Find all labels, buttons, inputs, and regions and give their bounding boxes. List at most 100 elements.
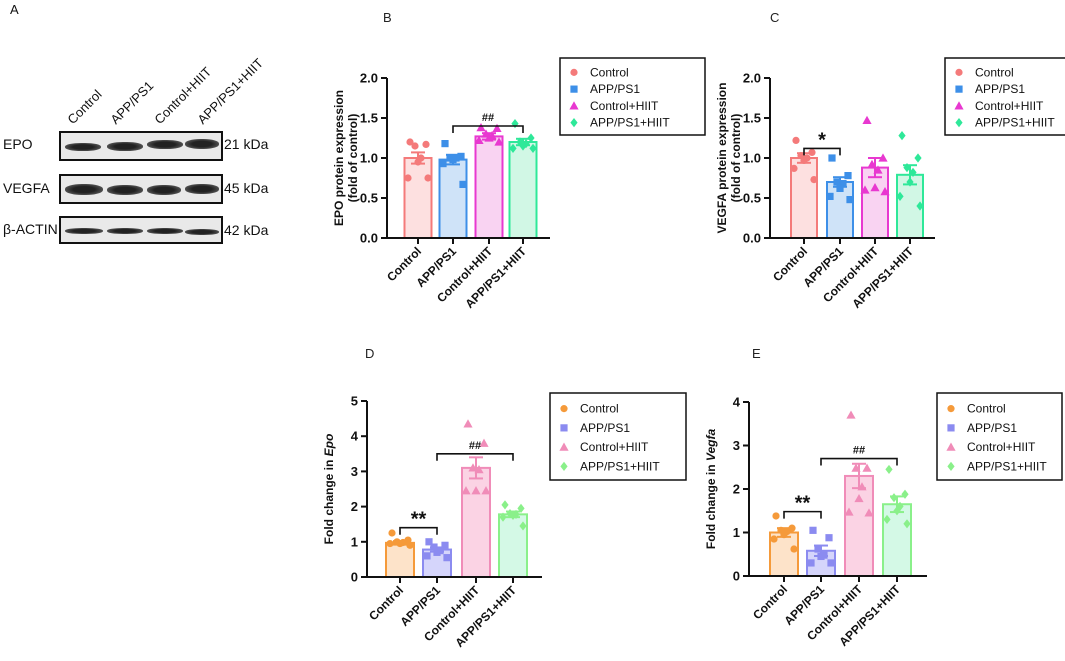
- legend-box: [944, 57, 1065, 136]
- y-tick-label: 2: [733, 482, 740, 497]
- significance-bracket: [783, 510, 822, 519]
- bar: [461, 466, 491, 579]
- data-point: [825, 534, 833, 542]
- legend-label: APP/PS1: [975, 82, 1025, 96]
- y-tick-label: 1: [351, 534, 358, 549]
- data-point: [404, 174, 412, 182]
- y-axis-label: Fold change in Vegfa: [704, 429, 718, 550]
- data-point: [839, 180, 847, 188]
- data-point: [509, 143, 517, 153]
- legend-label: APP/PS1: [580, 421, 630, 435]
- y-axis-label-gene: Epo: [322, 434, 336, 457]
- legend-label: Control: [975, 65, 1014, 79]
- blot-epo: [59, 131, 223, 161]
- data-point: [790, 545, 798, 553]
- data-point: [909, 167, 917, 177]
- y-tick-label: 1.5: [743, 111, 761, 126]
- data-point: [827, 559, 835, 567]
- significance-bracket: [399, 526, 438, 535]
- data-point: [890, 493, 898, 503]
- data-point: [388, 529, 396, 537]
- data-point: [492, 123, 502, 132]
- legend-label: APP/PS1+HIIT: [590, 116, 670, 130]
- data-point: [474, 135, 484, 144]
- legend-label: Control: [580, 402, 619, 416]
- chart-b: B 0.0 0.5 1.0 1.5 2.0 Control APP/PS1 Control+HI…: [332, 10, 706, 311]
- legend-circle-icon: [560, 405, 568, 413]
- data-point: [870, 183, 880, 192]
- significance-label: ##: [853, 445, 865, 457]
- chart-d: D 0 1 2 3 4 5 Control APP/PS1 Control+HIIT APP/PS1…: [322, 346, 687, 650]
- data-point: [860, 185, 870, 194]
- data-point: [441, 140, 449, 148]
- data-point: [846, 196, 854, 204]
- legend-triangle-icon: [954, 101, 964, 110]
- data-point: [463, 419, 473, 428]
- data-point: [826, 192, 834, 200]
- significance-label: *: [818, 129, 826, 151]
- blot-protein-label: VEGFA: [3, 180, 50, 196]
- data-point: [423, 552, 431, 560]
- y-tick-label: 3: [733, 438, 740, 453]
- y-tick-label: 0.5: [360, 191, 378, 206]
- significance-bracket: [452, 125, 524, 133]
- data-point: [857, 482, 867, 491]
- legend-diamond-icon: [955, 118, 963, 128]
- blot-vegfa: [59, 174, 223, 204]
- data-point: [441, 541, 449, 549]
- legend-label: Control+HIIT: [580, 440, 649, 454]
- bar: [844, 474, 874, 578]
- y-axis-label-text: (fold of control): [729, 114, 743, 203]
- data-point: [862, 463, 872, 472]
- legend-square-icon: [560, 424, 568, 432]
- data-point: [471, 486, 481, 495]
- data-point: [386, 539, 394, 548]
- blot-size-label: 45 kDa: [224, 180, 269, 196]
- data-point: [474, 465, 484, 474]
- data-point: [916, 201, 924, 211]
- legend-diamond-icon: [570, 118, 578, 128]
- y-tick-label: 1.0: [360, 151, 378, 166]
- legend-triangle-icon: [946, 442, 956, 451]
- y-tick-label: 0: [733, 569, 740, 584]
- y-tick-label: 4: [733, 395, 741, 410]
- x-tick-label: APP/PS1+HIIT: [462, 244, 529, 311]
- data-point: [808, 148, 816, 156]
- legend-square-icon: [955, 85, 963, 93]
- y-tick-label: 2.0: [360, 71, 378, 86]
- data-point: [529, 143, 537, 153]
- data-point: [457, 152, 465, 160]
- data-point: [836, 184, 844, 192]
- legend-square-icon: [570, 85, 578, 93]
- y-tick-label: 1.0: [743, 151, 761, 166]
- data-point: [903, 519, 911, 529]
- y-axis-label-text: Fold change in: [704, 461, 718, 549]
- blot-size-label: 21 kDa: [224, 136, 269, 152]
- data-point: [425, 538, 433, 546]
- blot-protein-label: EPO: [3, 136, 33, 152]
- y-tick-label: 0.0: [360, 231, 378, 246]
- significance-bracket: [820, 457, 898, 466]
- data-point: [443, 554, 451, 562]
- legend-box: [549, 392, 687, 481]
- significance-bracket: [803, 147, 841, 156]
- data-point: [780, 531, 788, 539]
- data-point: [862, 115, 872, 124]
- data-point: [790, 164, 798, 172]
- y-tick-label: 4: [351, 429, 359, 444]
- data-point: [893, 506, 901, 516]
- legend-triangle-icon: [559, 442, 569, 451]
- data-point: [424, 174, 432, 182]
- y-tick-label: 0.0: [743, 231, 761, 246]
- data-point: [906, 177, 914, 187]
- y-axis-label-text: Fold change in: [322, 456, 336, 544]
- data-point: [800, 156, 808, 164]
- panel-letter-a: A: [10, 2, 19, 17]
- y-tick-label: 2.0: [743, 71, 761, 86]
- data-point: [406, 541, 414, 549]
- legend-square-icon: [947, 424, 955, 432]
- y-axis-label: Fold change in Epo: [322, 434, 336, 545]
- data-point: [476, 123, 486, 132]
- panel-letter: C: [770, 10, 779, 25]
- data-point: [468, 463, 478, 472]
